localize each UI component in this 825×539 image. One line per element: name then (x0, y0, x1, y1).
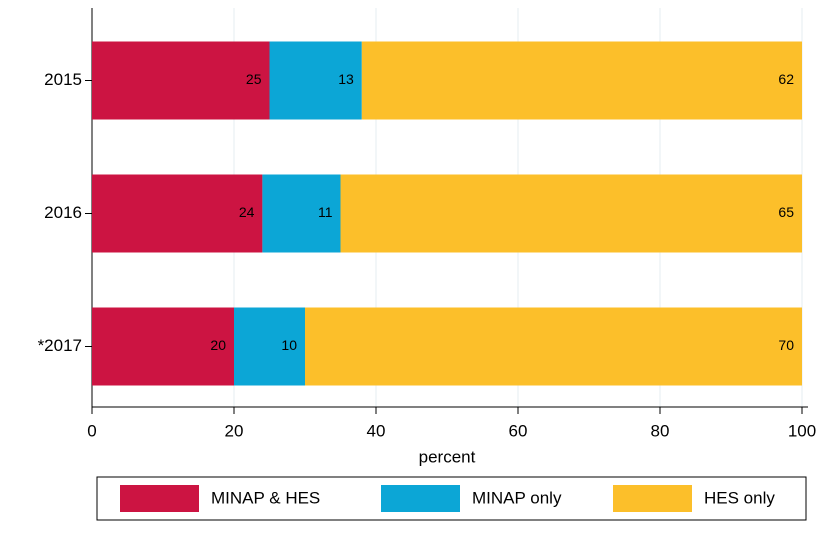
data-label: 62 (778, 71, 794, 87)
bar-segment (262, 174, 341, 253)
bar-segment (340, 174, 802, 253)
x-tick-label: 40 (367, 421, 386, 440)
data-label: 70 (778, 337, 794, 353)
legend-swatch (120, 485, 199, 512)
legend-label: MINAP only (472, 488, 562, 507)
bar-segment (361, 41, 802, 120)
x-tick-label: 20 (225, 421, 244, 440)
x-axis-label: percent (419, 447, 476, 466)
legend-swatch (381, 485, 460, 512)
x-tick-label: 100 (788, 421, 816, 440)
bar-segment (92, 307, 234, 386)
legend-swatch (613, 485, 692, 512)
x-tick-label: 0 (87, 421, 96, 440)
bar-segment (92, 41, 270, 120)
bar-segment (234, 307, 305, 386)
legend-label: MINAP & HES (211, 488, 320, 507)
data-label: 65 (778, 204, 794, 220)
data-label: 20 (210, 337, 226, 353)
bar-segment (269, 41, 362, 120)
y-tick-label: 2016 (44, 203, 82, 222)
data-label: 10 (281, 337, 297, 353)
bar-segment (305, 307, 802, 386)
bar-segment (92, 174, 263, 253)
legend-label: HES only (704, 488, 775, 507)
y-tick-label: *2017 (38, 336, 82, 355)
y-tick-label: 2015 (44, 70, 82, 89)
data-label: 11 (318, 204, 333, 220)
x-tick-label: 80 (651, 421, 670, 440)
x-tick-label: 60 (509, 421, 528, 440)
data-label: 13 (338, 71, 354, 87)
data-label: 24 (239, 204, 255, 220)
data-label: 25 (246, 71, 262, 87)
